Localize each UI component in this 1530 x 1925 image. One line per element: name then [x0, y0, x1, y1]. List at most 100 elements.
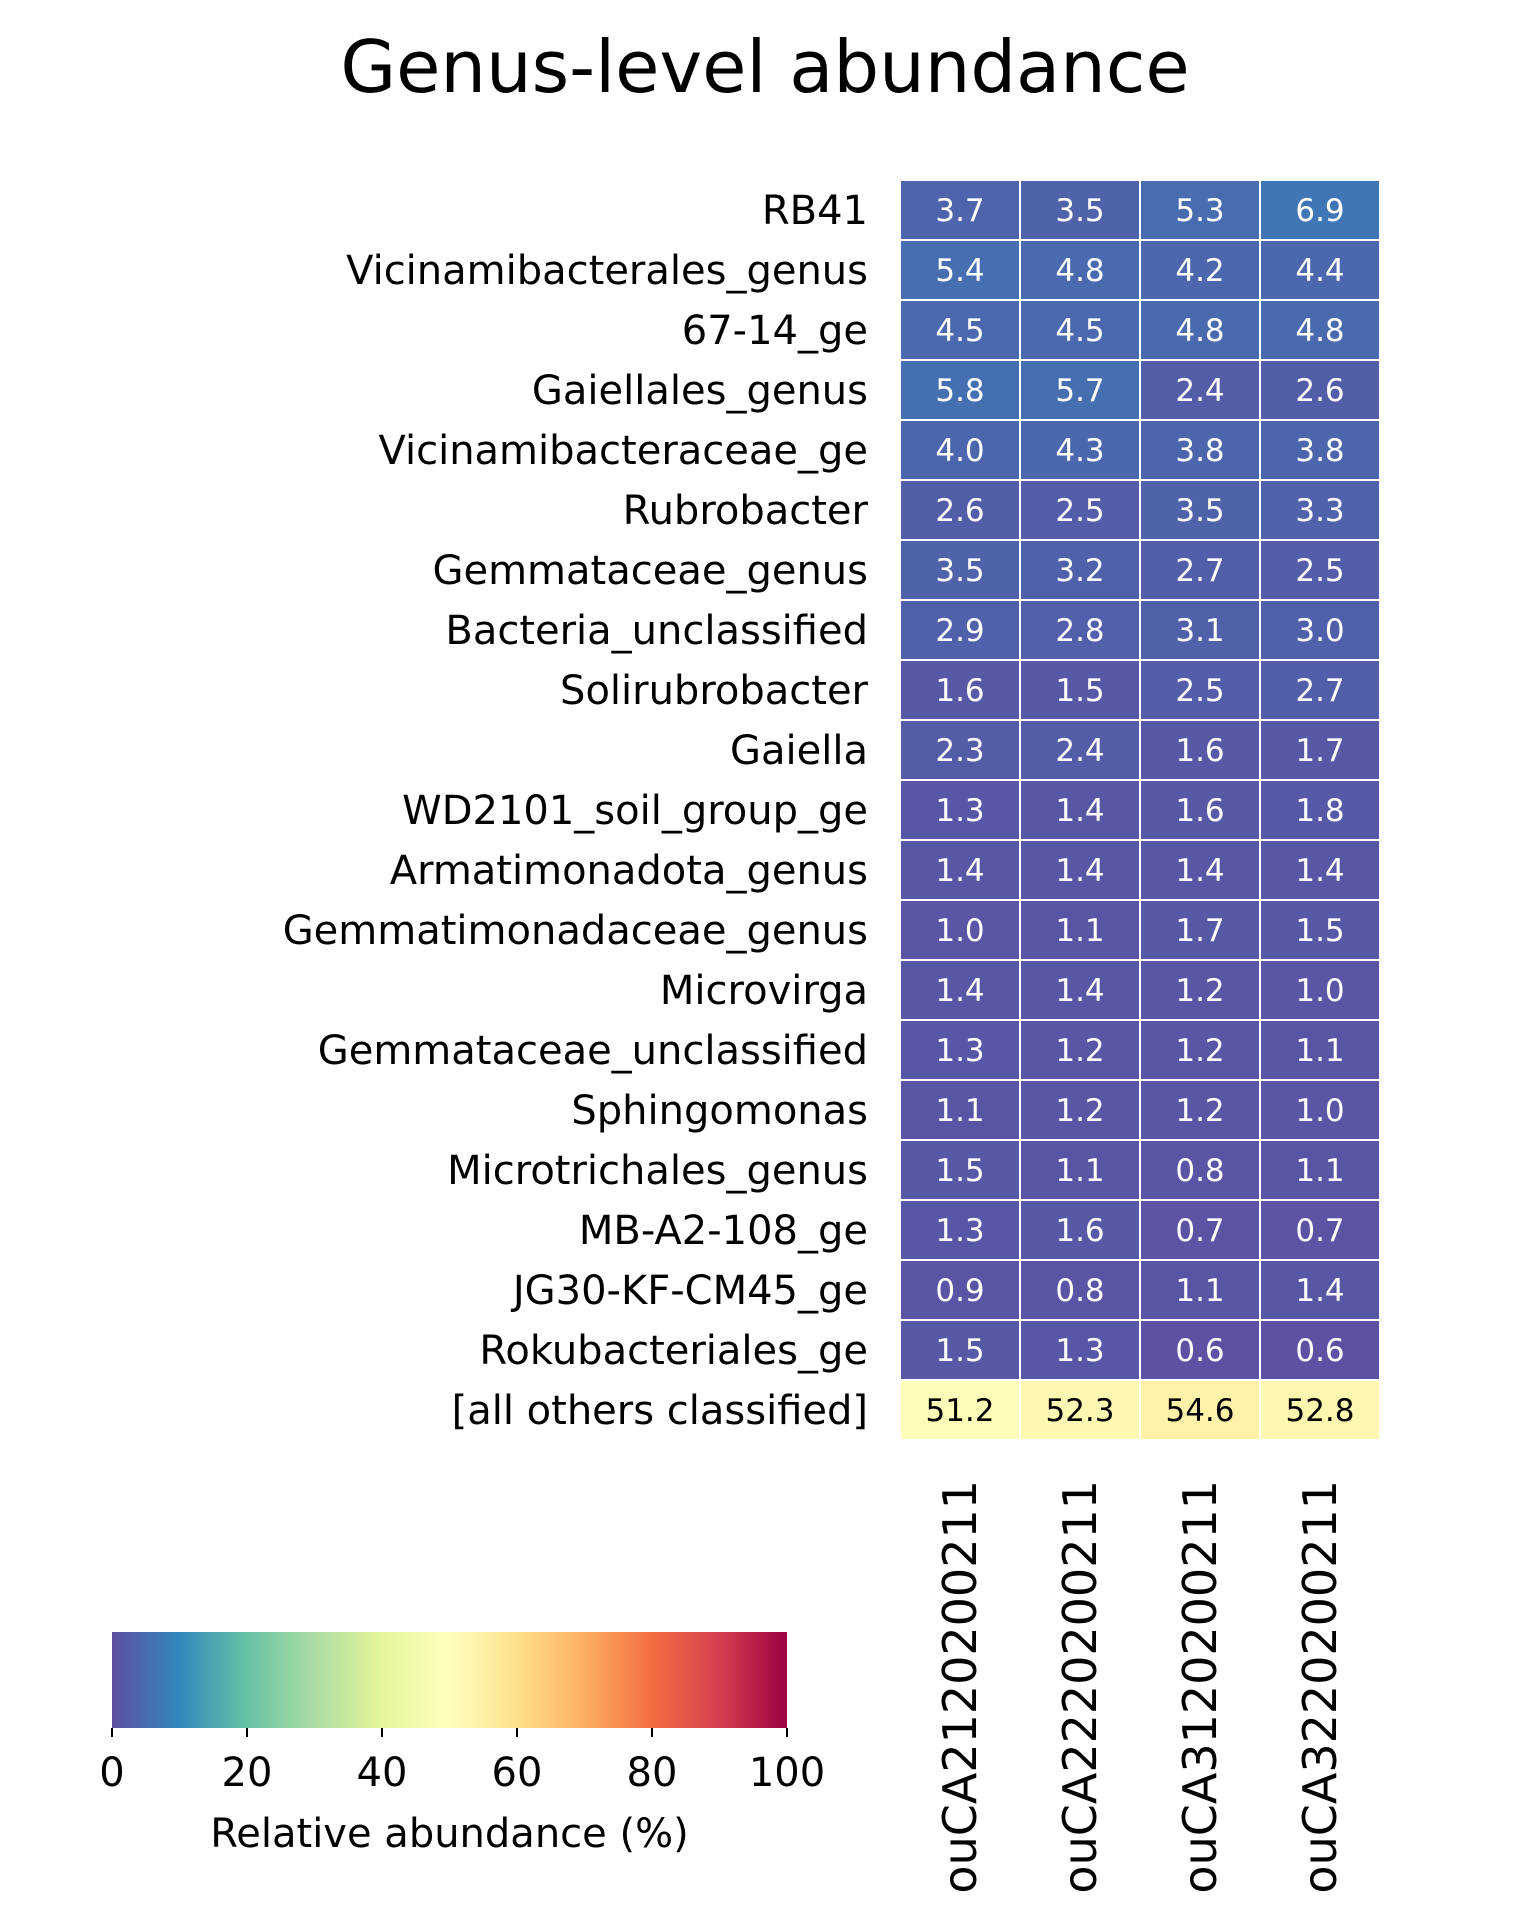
- heatmap-cell: [1019, 179, 1141, 241]
- cell-value-label: 52.8: [1285, 1393, 1354, 1429]
- cell-value-label: 5.3: [1175, 193, 1224, 229]
- cell-value-label: 2.4: [1055, 733, 1104, 769]
- heatmap-cell: [899, 839, 1021, 901]
- cell-value-label: 2.4: [1175, 373, 1224, 409]
- colorbar-tick-label: 60: [492, 1750, 543, 1796]
- cell-value-label: 1.2: [1175, 1093, 1224, 1129]
- cell-value-label: 1.1: [1175, 1273, 1224, 1309]
- heatmap-cell: [1259, 1139, 1381, 1201]
- cell-value-label: 2.7: [1175, 553, 1224, 589]
- cell-value-label: 2.5: [1055, 493, 1104, 529]
- row-label: Microtrichales_genus: [447, 1148, 868, 1194]
- heatmap-cell: [1019, 959, 1141, 1021]
- cell-value-label: 3.2: [1055, 553, 1104, 589]
- heatmap-cell: [899, 419, 1021, 481]
- cell-value-label: 1.4: [1295, 1273, 1344, 1309]
- colorbar-tick-label: 40: [357, 1750, 408, 1796]
- heatmap-cell: [1259, 299, 1381, 361]
- cell-value-label: 0.6: [1175, 1333, 1224, 1369]
- cell-value-label: 3.5: [1175, 493, 1224, 529]
- row-label: Armatimonadota_genus: [390, 848, 868, 894]
- cell-value-label: 5.7: [1055, 373, 1104, 409]
- cell-value-label: 1.3: [935, 1033, 984, 1069]
- cell-value-label: 1.5: [935, 1153, 984, 1189]
- heatmap-cell: [1259, 359, 1381, 421]
- heatmap-cell: [1019, 1319, 1141, 1381]
- heatmap-cell: [899, 1379, 1021, 1441]
- heatmap-cell: [1019, 779, 1141, 841]
- row-label: 67-14_ge: [682, 308, 868, 354]
- cell-value-label: 1.1: [935, 1093, 984, 1129]
- cell-value-label: 1.2: [1055, 1033, 1104, 1069]
- heatmap-cell: [1139, 959, 1261, 1021]
- cell-value-label: 4.8: [1055, 253, 1104, 289]
- cell-value-label: 4.5: [1055, 313, 1104, 349]
- row-label: JG30-KF-CM45_ge: [510, 1268, 868, 1314]
- cell-value-label: 1.6: [1175, 793, 1224, 829]
- heatmap-cell: [1019, 359, 1141, 421]
- cell-value-label: 1.1: [1295, 1033, 1344, 1069]
- cell-value-label: 3.3: [1295, 493, 1344, 529]
- cell-value-label: 1.5: [1295, 913, 1344, 949]
- row-label: Gemmataceae_genus: [432, 548, 868, 594]
- cell-value-label: 1.2: [1055, 1093, 1104, 1129]
- colorbar-tick-label: 20: [222, 1750, 273, 1796]
- heatmap-cell: [1259, 1199, 1381, 1261]
- heatmap-cell: [1139, 839, 1261, 901]
- row-label: Gemmatimonadaceae_genus: [283, 908, 868, 954]
- heatmap-cell: [1139, 479, 1261, 541]
- cell-value-label: 1.0: [935, 913, 984, 949]
- cell-value-label: 2.6: [1295, 373, 1344, 409]
- cell-value-label: 1.6: [1055, 1213, 1104, 1249]
- row-labels: RB41 Vicinamibacterales_genus 67-14_ge Gaie…: [283, 188, 869, 1434]
- cell-value-label: 2.8: [1055, 613, 1104, 649]
- cell-value-label: 2.7: [1295, 673, 1344, 709]
- row-label: Rokubacteriales_ge: [479, 1328, 868, 1374]
- heatmap-cell: [1139, 1319, 1261, 1381]
- cell-value-label: 2.5: [1175, 673, 1224, 709]
- cell-value-label: 2.5: [1295, 553, 1344, 589]
- row-label: Rubrobacter: [623, 488, 869, 534]
- heatmap-cell: [1019, 299, 1141, 361]
- cell-value-label: 3.8: [1295, 433, 1344, 469]
- cell-value-label: 3.1: [1175, 613, 1224, 649]
- cell-value-label: 1.4: [935, 853, 984, 889]
- cell-value-label: 1.7: [1295, 733, 1344, 769]
- column-label: ouCA2220200211: [1053, 1480, 1107, 1894]
- cell-value-label: 5.8: [935, 373, 984, 409]
- heatmap-cell: [899, 959, 1021, 1021]
- cell-value-label: 1.4: [1055, 973, 1104, 1009]
- cell-value-label: 3.0: [1295, 613, 1344, 649]
- cell-value-label: 1.1: [1055, 1153, 1104, 1189]
- heatmap-cell: [1259, 779, 1381, 841]
- cell-value-label: 0.7: [1175, 1213, 1224, 1249]
- heatmap-cell: [1019, 1259, 1141, 1321]
- cell-value-label: 4.8: [1295, 313, 1344, 349]
- cell-value-label: 1.5: [1055, 673, 1104, 709]
- cell-value-label: 3.5: [1055, 193, 1104, 229]
- heatmap-cell: [899, 479, 1021, 541]
- cell-value-label: 1.0: [1295, 973, 1344, 1009]
- row-label: Sphingomonas: [571, 1088, 868, 1134]
- colorbar-label: Relative abundance (%): [210, 1811, 688, 1857]
- cell-value-label: 3.7: [935, 193, 984, 229]
- heatmap-cell: [1259, 1079, 1381, 1141]
- heatmap-cell: [1019, 479, 1141, 541]
- heatmap-cell: [1259, 1259, 1381, 1321]
- heatmap-cell: [899, 1079, 1021, 1141]
- cell-value-label: 5.4: [935, 253, 984, 289]
- heatmap-cell: [1019, 239, 1141, 301]
- cell-value-label: 1.1: [1295, 1153, 1344, 1189]
- heatmap-cell: [1019, 899, 1141, 961]
- heatmap-cells: [899, 179, 1381, 1441]
- cell-value-label: 4.4: [1295, 253, 1344, 289]
- cell-value-label: 4.8: [1175, 313, 1224, 349]
- heatmap-cell: [899, 1319, 1021, 1381]
- heatmap-cell: [899, 599, 1021, 661]
- colorbar: 0 20 40 60 80 100 Relative abundance (%): [99, 1632, 825, 1857]
- cell-value-label: 4.3: [1055, 433, 1104, 469]
- heatmap-cell: [1139, 419, 1261, 481]
- heatmap-cell: [1139, 1259, 1261, 1321]
- cell-value-label: 1.4: [1055, 853, 1104, 889]
